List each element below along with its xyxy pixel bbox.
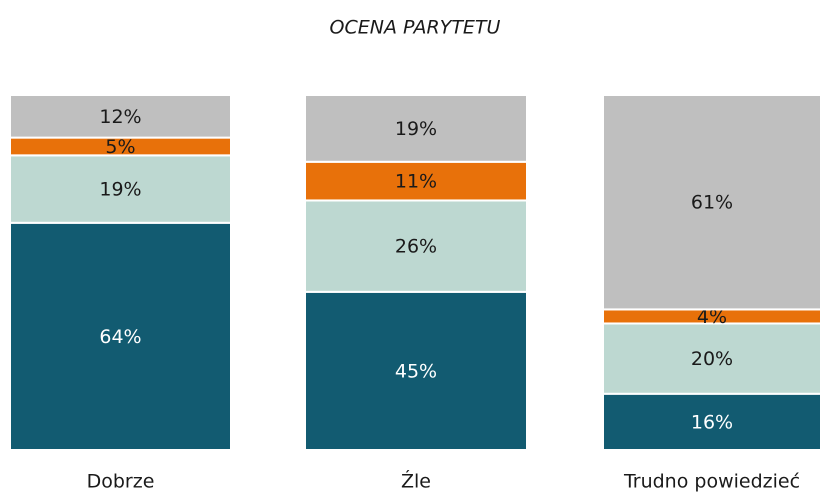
bar-segment <box>9 94 232 139</box>
bar-segment <box>602 94 821 311</box>
bar-segment <box>304 199 528 293</box>
bar-segment <box>304 94 528 163</box>
x-tick-label: Dobrze <box>87 471 155 493</box>
data-label: 12% <box>99 106 141 128</box>
x-tick-label: Trudno powiedzieć <box>623 471 800 493</box>
data-label: 64% <box>99 326 141 348</box>
data-label: 19% <box>99 179 141 201</box>
data-label: 45% <box>395 360 437 382</box>
chart-title: OCENA PARYTETU <box>330 17 501 39</box>
bar-segment <box>9 221 232 451</box>
data-label: 61% <box>691 192 733 214</box>
data-label: 26% <box>395 236 437 258</box>
data-label: 20% <box>691 348 733 370</box>
data-label: 19% <box>395 118 437 140</box>
data-label: 5% <box>105 136 135 158</box>
data-label: 11% <box>395 171 437 193</box>
data-label: 16% <box>691 411 733 433</box>
bar-segment <box>304 160 528 202</box>
data-label: 4% <box>697 306 727 328</box>
bar-segment <box>304 290 528 452</box>
x-tick-label: Źle <box>401 470 431 493</box>
bar-segment <box>9 154 232 224</box>
bar-segment <box>602 392 821 452</box>
